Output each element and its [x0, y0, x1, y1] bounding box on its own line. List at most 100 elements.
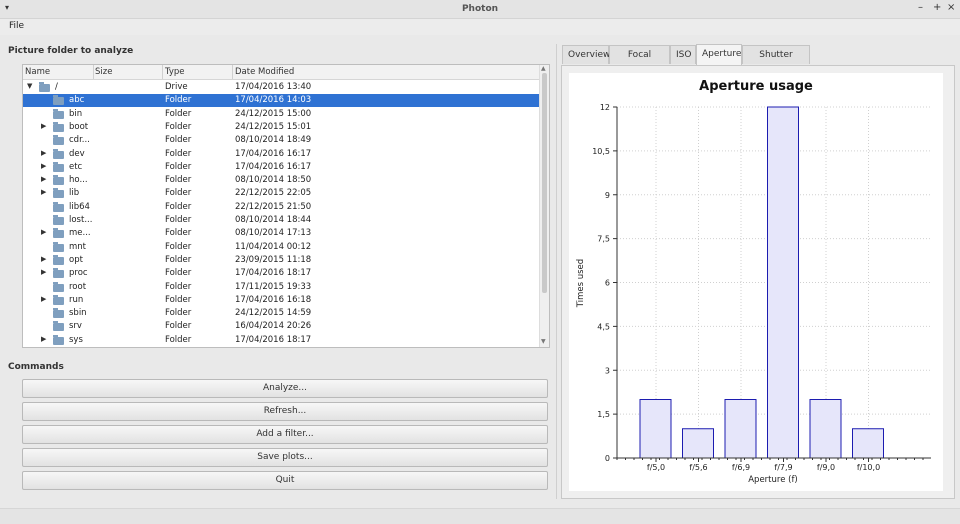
expand-arrow-icon[interactable]: ▶: [41, 334, 47, 343]
row-date: 08/10/2014 17:13: [235, 228, 312, 239]
folder-icon: [53, 294, 64, 305]
folder-icon: [53, 135, 64, 146]
row-type: Folder: [165, 161, 192, 172]
window-title: Photon: [461, 4, 499, 14]
row-name: abc: [69, 95, 85, 106]
tree-row[interactable]: cdr... Folder 08/10/2014 18:49: [23, 134, 539, 147]
row-date: 11/04/2014 00:12: [235, 241, 312, 252]
tab-shutter-speed[interactable]: Shutter speed: [742, 45, 810, 79]
tree-row[interactable]: ▶ etc Folder 17/04/2016 16:17: [23, 161, 539, 174]
folder-icon: [53, 254, 64, 265]
column-date-modified[interactable]: Date Modified: [235, 67, 295, 77]
folder-icon: [53, 108, 64, 119]
row-type: Folder: [165, 135, 192, 146]
scroll-up-icon[interactable]: ▲: [541, 65, 546, 72]
folder-icon: [53, 201, 64, 212]
expand-arrow-icon[interactable]: ▶: [41, 228, 47, 237]
tree-row[interactable]: ▶ dev Folder 17/04/2016 16:17: [23, 148, 539, 161]
y-tick-label: 10,5: [592, 147, 610, 156]
panel-splitter[interactable]: [556, 44, 557, 499]
row-name: cdr...: [69, 135, 90, 146]
row-date: 17/04/2016 16:18: [235, 294, 312, 305]
folder-icon: [53, 268, 64, 279]
commands-section-label: Commands: [8, 362, 64, 372]
row-date: 24/12/2015 15:01: [235, 121, 312, 132]
expand-arrow-icon[interactable]: ▶: [41, 175, 47, 184]
row-date: 08/10/2014 18:44: [235, 215, 312, 225]
tree-row[interactable]: srv Folder 16/04/2014 20:26: [23, 320, 539, 333]
row-name: etc: [69, 161, 83, 172]
expand-arrow-icon[interactable]: ▶: [41, 161, 47, 170]
menu-file[interactable]: File: [9, 21, 25, 31]
expand-arrow-icon[interactable]: ▶: [41, 294, 47, 303]
tree-row[interactable]: bin Folder 24/12/2015 15:00: [23, 108, 539, 121]
title-bar: ▾ Photon – + ×: [0, 0, 960, 19]
tab-aperture[interactable]: Aperture: [696, 44, 742, 65]
bar: [767, 106, 799, 459]
bar: [852, 428, 884, 459]
folder-icon: [39, 82, 50, 92]
tree-row[interactable]: ▼ / Drive 17/04/2016 13:40: [23, 81, 539, 94]
quit-button[interactable]: Quit: [22, 471, 548, 490]
expand-arrow-icon[interactable]: ▶: [41, 121, 47, 130]
tree-row[interactable]: ▶ lib Folder 22/12/2015 22:05: [23, 187, 539, 200]
add-filter-button[interactable]: Add a filter...: [22, 425, 548, 444]
row-type: Folder: [165, 281, 192, 292]
window-menu-icon[interactable]: ▾: [5, 3, 10, 12]
menu-bar: File: [0, 19, 960, 35]
tab-iso[interactable]: ISO: [670, 45, 696, 64]
folder-icon: [53, 308, 64, 319]
tree-row[interactable]: abc Folder 17/04/2016 14:03: [23, 94, 539, 108]
tab-overview[interactable]: Overview: [562, 45, 610, 64]
row-type: Folder: [165, 215, 192, 225]
row-type: Folder: [165, 188, 192, 199]
expand-arrow-icon[interactable]: ▶: [41, 148, 47, 157]
tree-row[interactable]: ▶ me... Folder 08/10/2014 17:13: [23, 227, 539, 240]
expand-arrow-icon[interactable]: ▶: [41, 254, 47, 263]
column-name[interactable]: Name: [25, 67, 51, 77]
row-name: /: [55, 82, 58, 92]
tree-row[interactable]: lib64 Folder 22/12/2015 21:50: [23, 201, 539, 214]
scrollbar-thumb[interactable]: [542, 73, 547, 293]
save-plots-button[interactable]: Save plots...: [22, 448, 548, 467]
x-tick-label: f/9,0: [817, 463, 835, 472]
scroll-down-icon[interactable]: ▼: [541, 338, 546, 345]
row-type: Folder: [165, 175, 192, 186]
row-date: 17/04/2016 18:17: [235, 268, 312, 279]
expand-arrow-icon[interactable]: ▶: [41, 188, 47, 197]
tree-row[interactable]: lost... Folder 08/10/2014 18:44: [23, 214, 539, 227]
folder-tree[interactable]: Name Size Type Date Modified ▼ / Drive 17/0…: [22, 64, 550, 348]
folder-icon: [53, 241, 64, 252]
row-date: 17/04/2016 16:17: [235, 148, 312, 159]
tree-scrollbar[interactable]: ▲ ▼: [539, 65, 549, 347]
row-type: Folder: [165, 108, 192, 119]
analyze-button[interactable]: Analyze...: [22, 379, 548, 398]
row-type: Folder: [165, 121, 192, 132]
tree-row[interactable]: ▶ run Folder 17/04/2016 16:18: [23, 294, 539, 307]
tree-row[interactable]: ▶ proc Folder 17/04/2016 18:17: [23, 267, 539, 280]
row-name: ho...: [69, 175, 88, 186]
chart-title: Aperture usage: [699, 79, 813, 94]
row-name: srv: [69, 321, 82, 332]
folder-icon: [53, 228, 64, 239]
column-type[interactable]: Type: [165, 67, 185, 77]
close-icon[interactable]: ×: [947, 2, 956, 13]
row-name: proc: [69, 268, 88, 279]
tree-row[interactable]: root Folder 17/11/2015 19:33: [23, 281, 539, 294]
row-name: run: [69, 294, 84, 305]
row-name: lib: [69, 188, 80, 199]
minimize-icon[interactable]: –: [918, 2, 923, 13]
tree-row[interactable]: ▶ opt Folder 23/09/2015 11:18: [23, 254, 539, 267]
maximize-icon[interactable]: +: [933, 2, 942, 13]
tree-row[interactable]: mnt Folder 11/04/2014 00:12: [23, 241, 539, 254]
collapse-arrow-icon[interactable]: ▼: [27, 82, 33, 90]
tab-focal-length[interactable]: Focal length: [609, 45, 670, 79]
refresh-button[interactable]: Refresh...: [22, 402, 548, 421]
tree-row[interactable]: ▶ boot Folder 24/12/2015 15:01: [23, 121, 539, 134]
tree-row[interactable]: sbin Folder 24/12/2015 14:59: [23, 307, 539, 320]
tree-row[interactable]: ▶ sys Folder 17/04/2016 18:17: [23, 334, 539, 347]
expand-arrow-icon[interactable]: ▶: [41, 268, 47, 277]
column-size[interactable]: Size: [95, 67, 113, 77]
y-tick-label: 9: [605, 191, 610, 200]
tree-row[interactable]: ▶ ho... Folder 08/10/2014 18:50: [23, 174, 539, 187]
